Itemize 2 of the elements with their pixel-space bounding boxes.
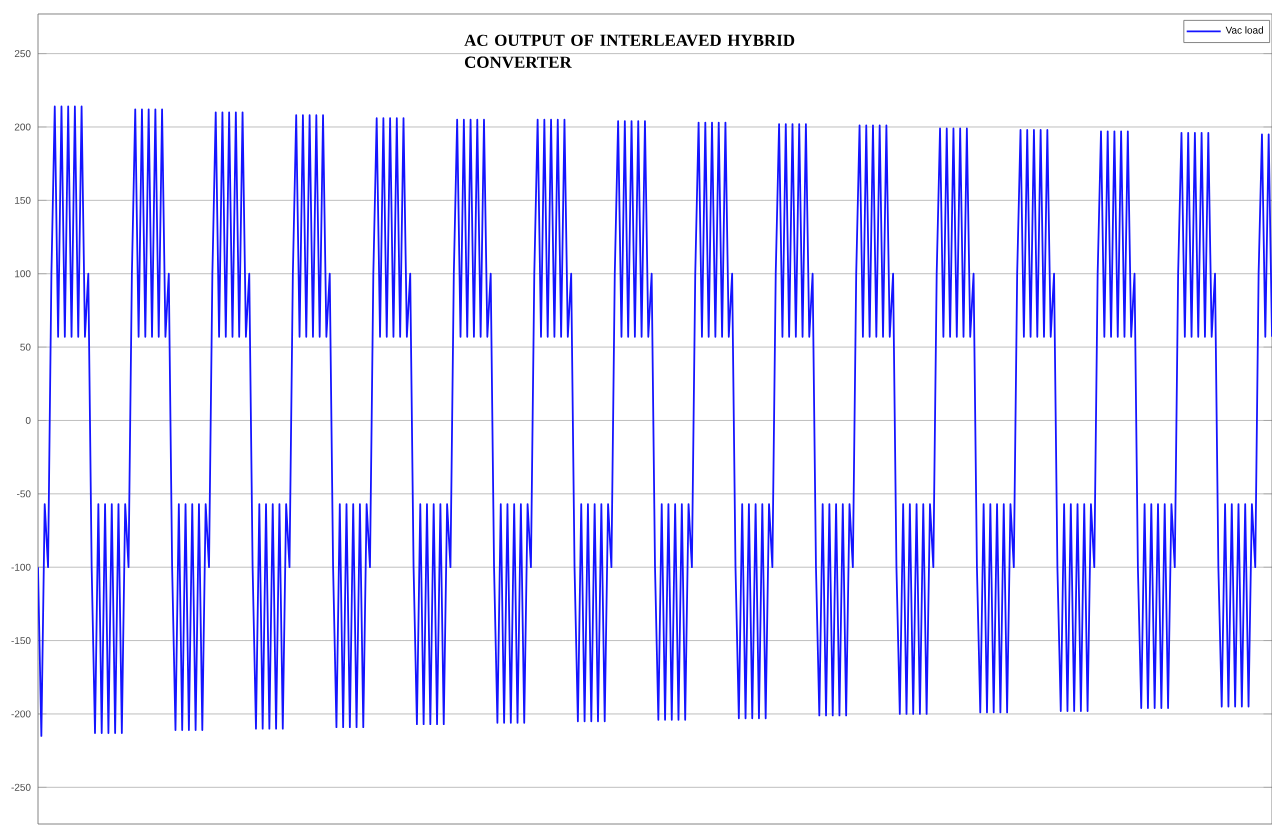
line-series — [38, 105, 1272, 737]
text: AC OUTPUT OF INTERLEAVED HYBRID CONVERTER — [464, 34, 795, 69]
